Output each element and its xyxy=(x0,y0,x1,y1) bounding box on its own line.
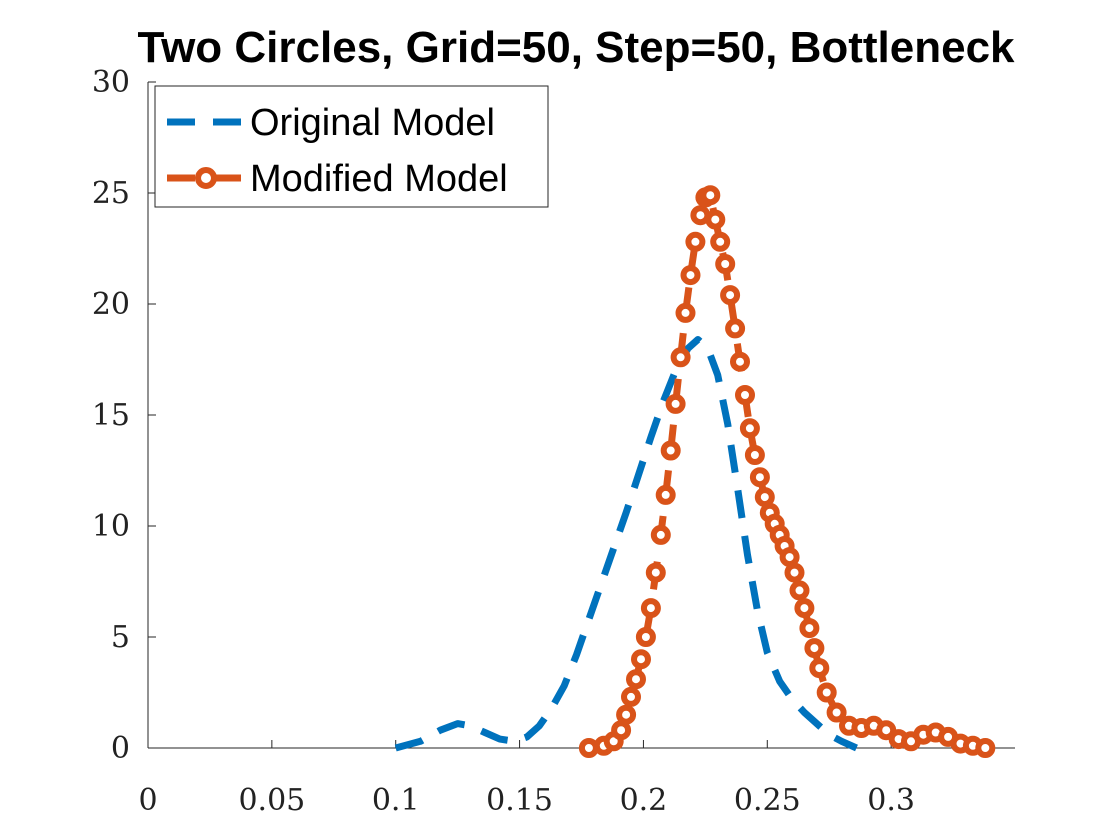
data-point-modified-model xyxy=(635,627,656,647)
x-tick-label: 0.1 xyxy=(372,783,420,818)
y-tick-label: 20 xyxy=(92,287,130,322)
data-point-modified-model xyxy=(975,738,996,758)
data-point-modified-model xyxy=(655,484,676,505)
data-point-modified-model xyxy=(735,385,755,405)
y-tick-label: 30 xyxy=(92,65,130,100)
data-point-modified-model xyxy=(739,418,760,439)
chart-title: Two Circles, Grid=50, Step=50, Bottlenec… xyxy=(137,23,1015,72)
data-point-modified-model xyxy=(631,649,651,670)
y-tick-label: 25 xyxy=(92,176,130,211)
y-tick-label: 0 xyxy=(111,731,130,766)
data-point-modified-model xyxy=(826,702,847,723)
data-point-modified-model xyxy=(720,285,741,306)
x-tick-label: 0.15 xyxy=(486,783,553,818)
x-tick-label: 0.3 xyxy=(867,783,915,818)
data-point-modified-model xyxy=(685,231,706,252)
data-point-modified-model xyxy=(578,738,599,758)
data-point-modified-model xyxy=(744,445,765,465)
y-tick-label: 15 xyxy=(92,398,130,433)
data-point-modified-model xyxy=(690,205,711,226)
data-point-modified-model xyxy=(730,351,750,372)
data-point-modified-model xyxy=(611,720,632,741)
data-point-modified-model xyxy=(675,302,696,323)
data-point-modified-model xyxy=(650,524,671,545)
series-layer xyxy=(394,185,996,758)
data-point-modified-model xyxy=(754,487,775,508)
data-point-modified-model xyxy=(749,467,770,488)
x-tick-label: 0.05 xyxy=(238,783,305,818)
data-point-modified-model xyxy=(665,393,686,414)
legend-marker-modified xyxy=(195,167,217,189)
data-point-modified-model xyxy=(621,686,641,707)
data-point-modified-model xyxy=(789,580,810,601)
data-point-modified-model xyxy=(626,669,646,690)
data-point-modified-model xyxy=(816,682,837,703)
data-point-modified-model xyxy=(640,598,661,619)
data-point-modified-model xyxy=(660,440,681,461)
x-tick-label: 0 xyxy=(138,783,157,818)
legend: Original Model Modified Model xyxy=(154,85,549,208)
data-point-modified-model xyxy=(710,231,731,252)
data-point-modified-model xyxy=(799,618,820,639)
data-point-modified-model xyxy=(804,638,825,659)
y-tick-label: 10 xyxy=(92,509,130,544)
data-point-modified-model xyxy=(784,562,805,583)
data-point-modified-model xyxy=(616,704,637,725)
data-point-modified-model xyxy=(809,658,830,679)
data-point-modified-model xyxy=(725,318,746,339)
legend-label-modified: Modified Model xyxy=(250,158,508,200)
legend-box xyxy=(154,85,549,208)
data-point-modified-model xyxy=(670,347,691,368)
data-point-modified-model xyxy=(715,254,736,274)
data-point-modified-model xyxy=(680,265,701,286)
data-point-modified-model xyxy=(705,209,726,230)
data-point-modified-model xyxy=(876,720,897,741)
data-point-modified-model xyxy=(794,598,815,619)
legend-label-original: Original Model xyxy=(250,102,495,144)
y-tick-label: 5 xyxy=(111,620,130,655)
data-point-modified-model xyxy=(700,185,721,206)
data-point-modified-model xyxy=(779,547,800,568)
x-tick-label: 0.2 xyxy=(620,783,668,818)
data-point-modified-model xyxy=(645,562,666,583)
series-line-original-model xyxy=(394,336,858,752)
x-tick-label: 0.25 xyxy=(734,783,801,818)
axes: 0 0.05 0.1 0.15 0.2 0.25 0.3 0 5 10 15 20 25 30 xyxy=(92,65,1015,818)
